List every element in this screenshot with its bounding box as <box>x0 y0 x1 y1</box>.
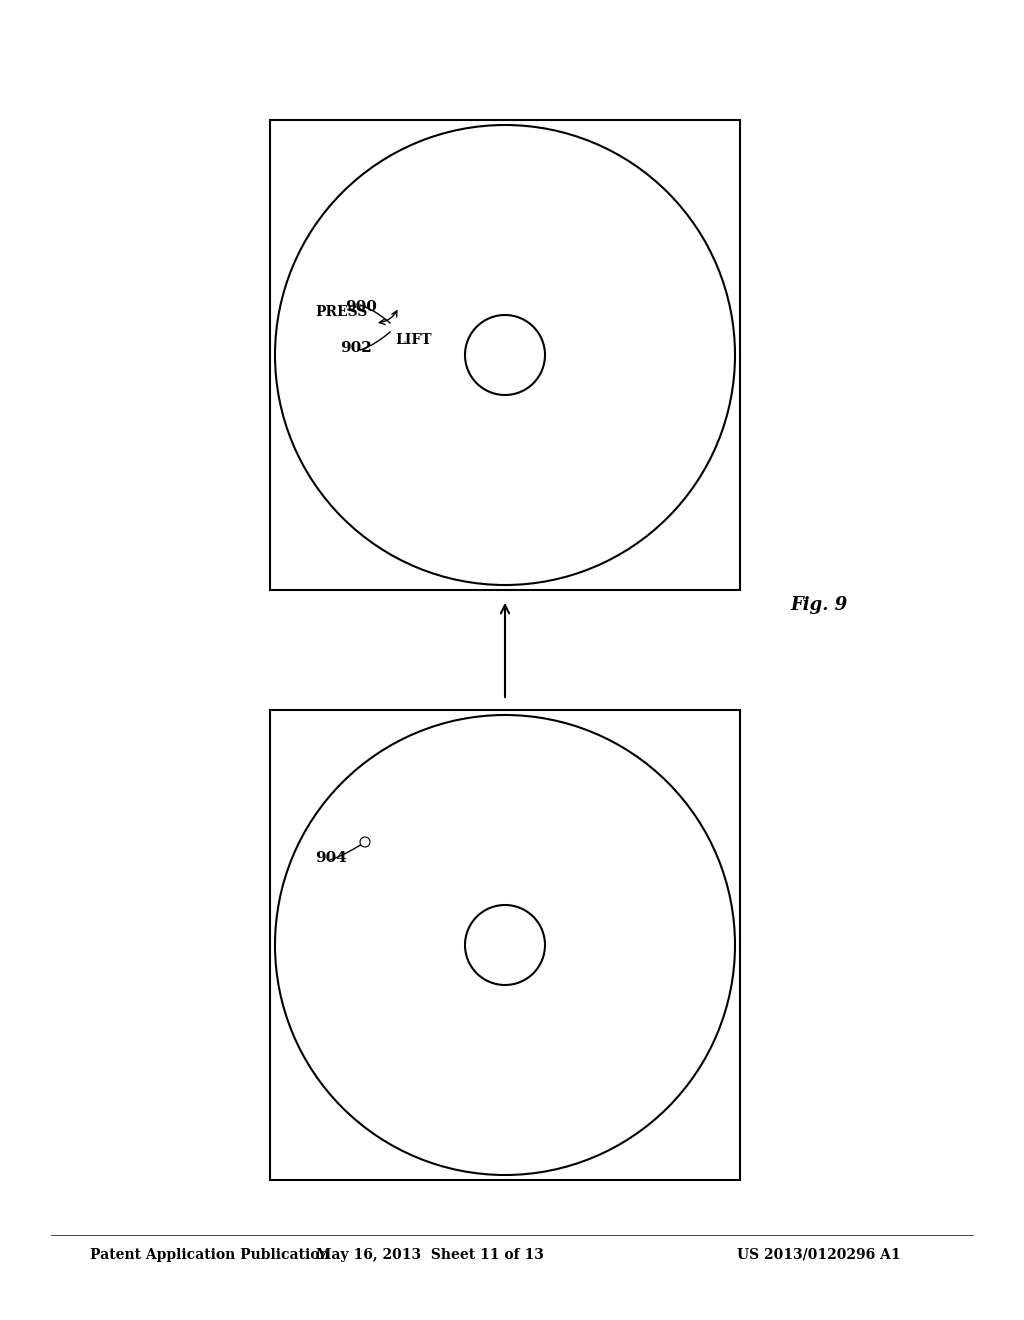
Circle shape <box>275 125 735 585</box>
Text: 902: 902 <box>340 341 372 355</box>
Text: US 2013/0120296 A1: US 2013/0120296 A1 <box>737 1247 901 1262</box>
Circle shape <box>465 906 545 985</box>
Circle shape <box>275 715 735 1175</box>
Text: PRESS: PRESS <box>315 305 368 319</box>
Text: 900: 900 <box>345 300 377 314</box>
Bar <box>270 120 740 590</box>
Text: Patent Application Publication: Patent Application Publication <box>90 1247 330 1262</box>
Circle shape <box>465 315 545 395</box>
Text: Fig. 9: Fig. 9 <box>790 597 847 614</box>
Text: LIFT: LIFT <box>395 333 431 347</box>
Bar <box>270 710 740 1180</box>
Text: May 16, 2013  Sheet 11 of 13: May 16, 2013 Sheet 11 of 13 <box>316 1247 544 1262</box>
Circle shape <box>360 837 370 847</box>
Text: 904: 904 <box>315 851 347 865</box>
